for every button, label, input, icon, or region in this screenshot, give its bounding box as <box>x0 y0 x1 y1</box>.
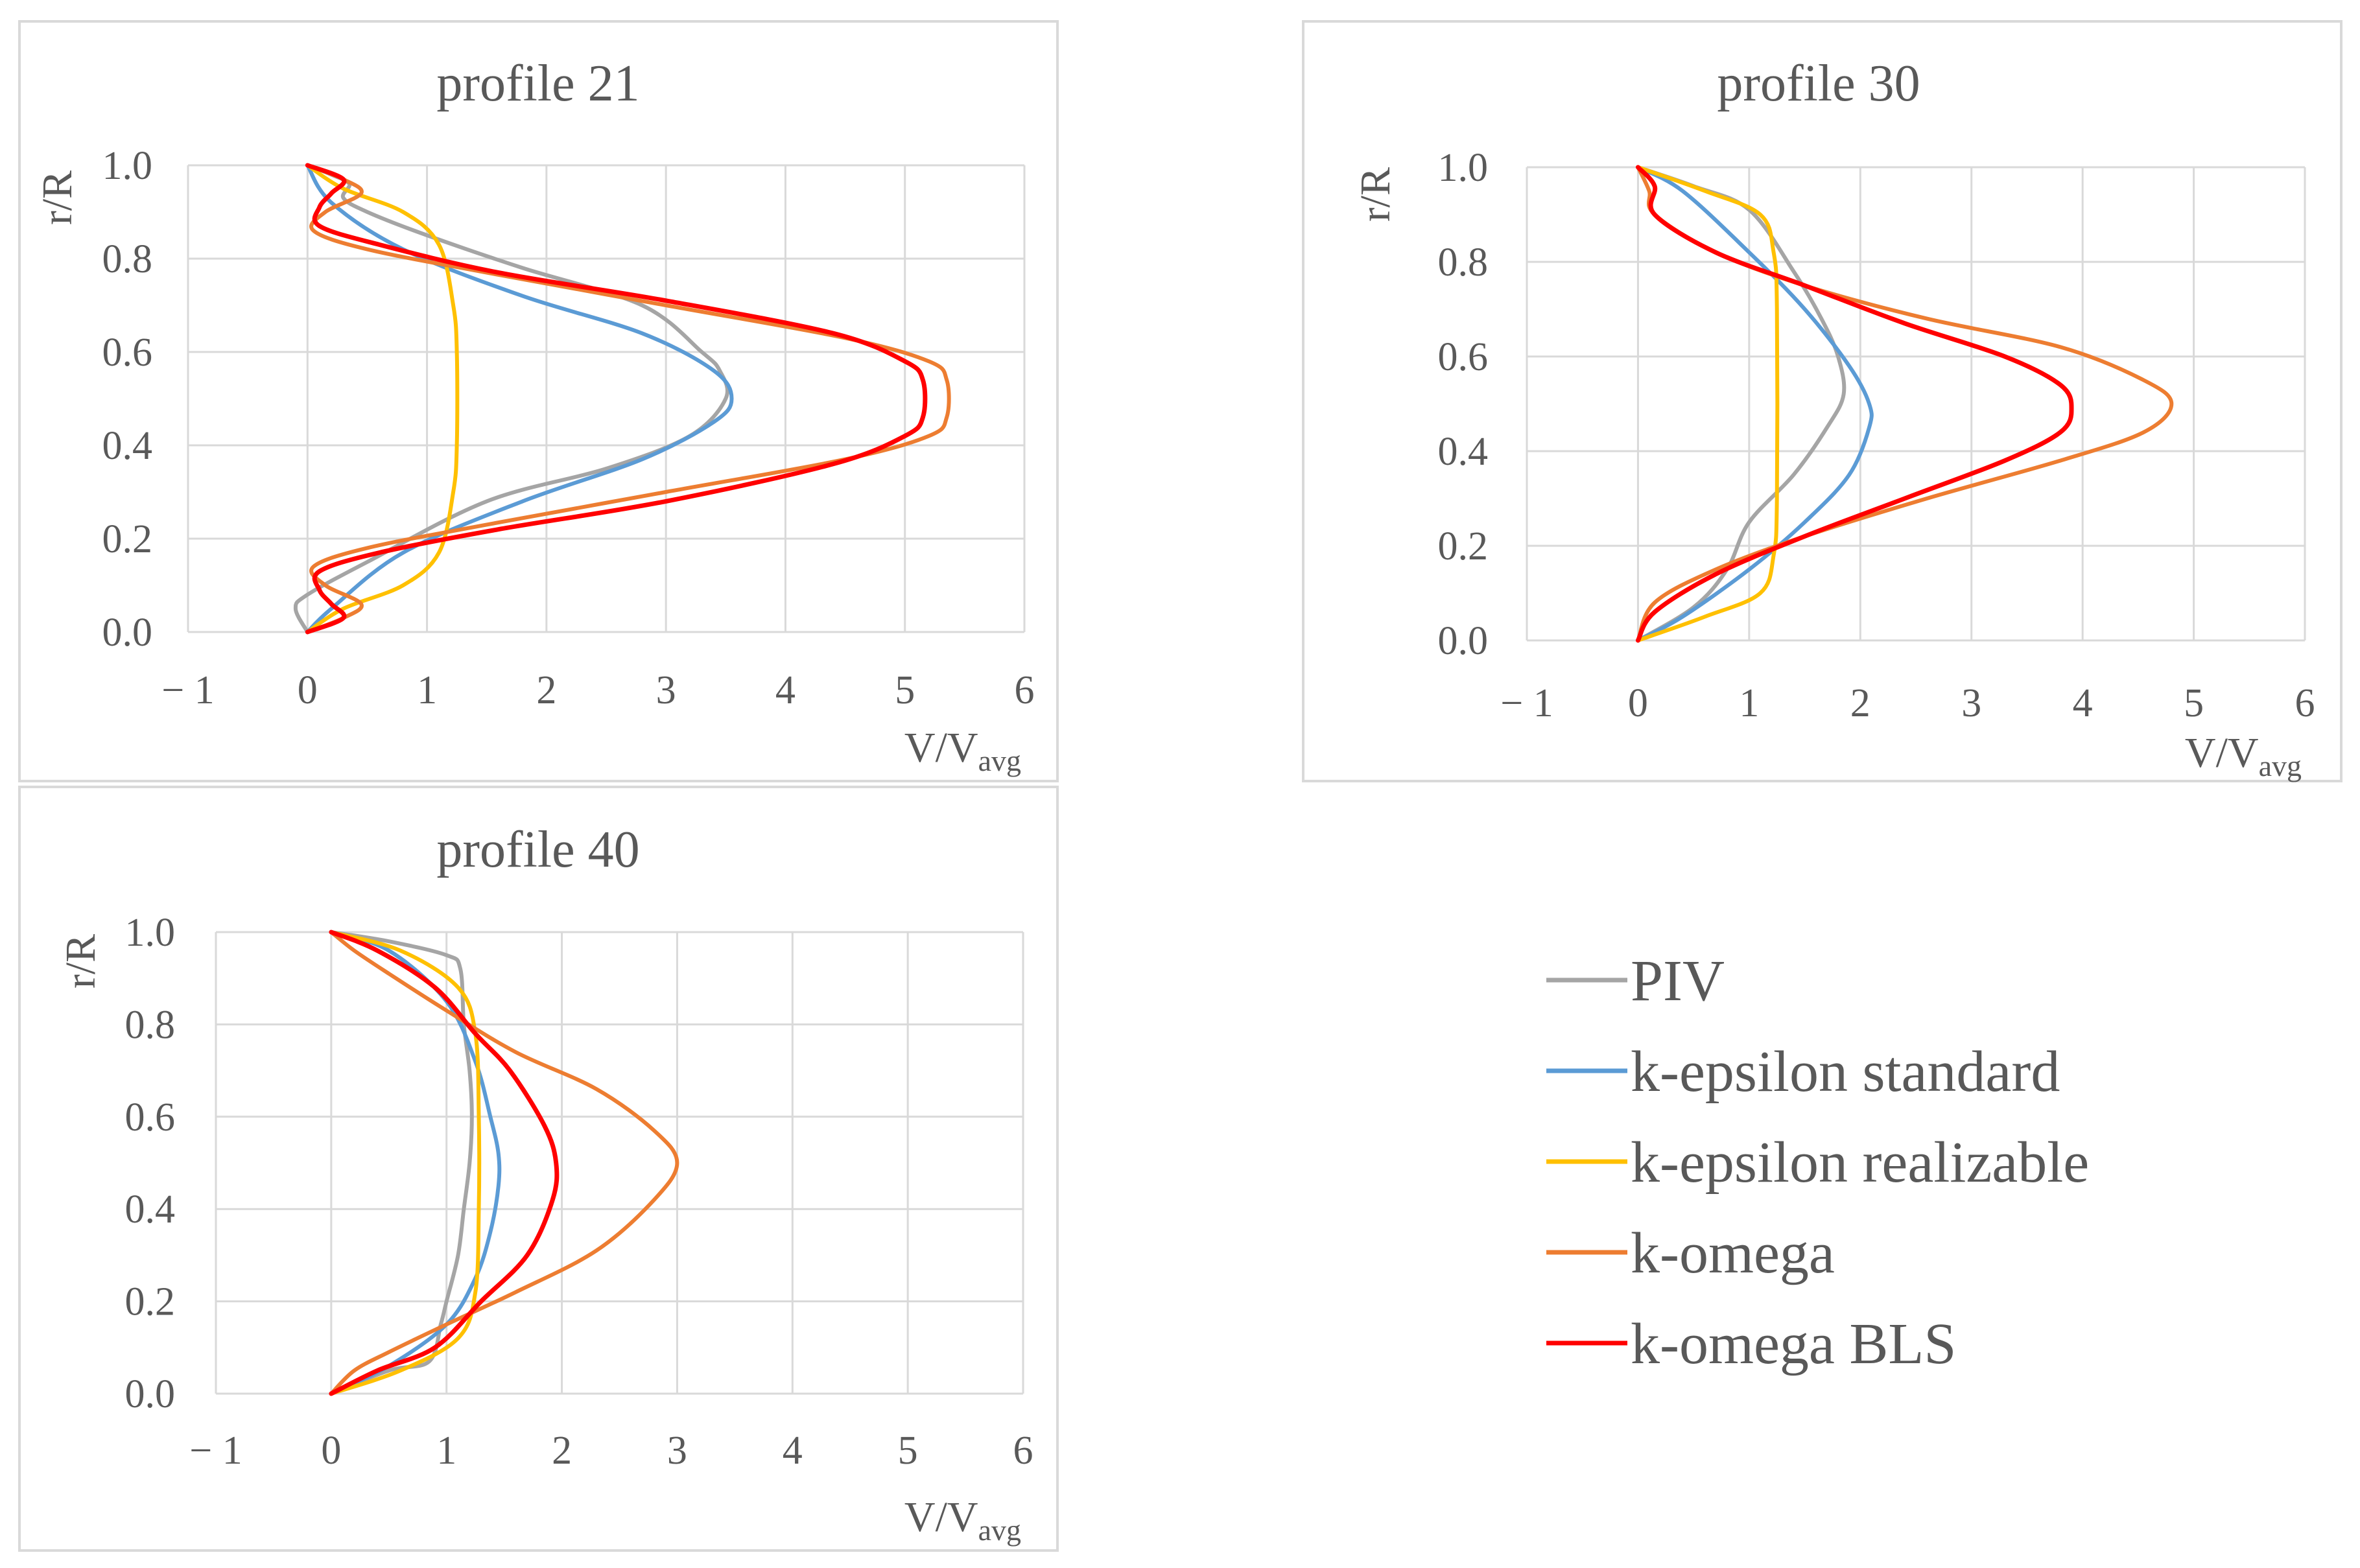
y-tick-label: 0.0 <box>1438 619 1489 663</box>
x-tick-label: 4 <box>775 668 796 712</box>
legend-item-k-epsilon-standard: k-epsilon standard <box>1546 1040 2060 1104</box>
series-line-k-omega-bls <box>305 163 928 635</box>
series-line-k-epsilon-standard <box>1636 165 1874 642</box>
x-tick-label: 6 <box>2295 681 2315 725</box>
y-tick-label: 0.4 <box>102 424 153 468</box>
y-tick-label: 0.8 <box>125 1003 176 1047</box>
x-tick-label: 2 <box>552 1429 572 1473</box>
x-axis-label-main: V/V <box>904 1493 978 1541</box>
plot-area <box>1527 167 2305 640</box>
x-tick-label: 4 <box>2073 681 2093 725</box>
x-axis-label: V/Vavg <box>904 724 1021 777</box>
x-tick-label: 0 <box>1628 681 1648 725</box>
x-tick-label: 5 <box>895 668 915 712</box>
chart-profile-40: − 1 0 1 2 3 4 5 6 0.0 0.2 0.4 0.6 0.8 1.0 profile 40 r/… <box>57 821 1033 1547</box>
legend-item-k-omega-bls: k-omega BLS <box>1546 1312 1956 1376</box>
x-tick-label: 6 <box>1013 1429 1033 1473</box>
x-tick-label: 1 <box>417 668 437 712</box>
y-tick-label: 1.0 <box>125 911 176 955</box>
x-tick-label: 1 <box>1739 681 1759 725</box>
x-tick-label: 5 <box>898 1429 918 1473</box>
legend-item-piv: PIV <box>1546 949 1725 1013</box>
x-tick-label: 5 <box>2184 681 2204 725</box>
y-axis-label: r/R <box>57 934 104 989</box>
legend-item-k-epsilon-realizable: k-epsilon realizable <box>1546 1130 2089 1195</box>
y-tick-label: 0.8 <box>1438 240 1489 285</box>
x-axis-label-main: V/V <box>2185 729 2259 777</box>
chart-title: profile 30 <box>1717 55 1920 112</box>
series-line-piv <box>293 163 729 634</box>
x-tick-label: 3 <box>656 668 676 712</box>
x-tick-label: 4 <box>783 1429 803 1473</box>
series-line-k-omega <box>329 930 679 1396</box>
x-tick-label: 6 <box>1015 668 1035 712</box>
y-tick-label: 0.0 <box>102 611 153 655</box>
chart-title: profile 21 <box>436 55 639 112</box>
y-tick-label: 0.2 <box>102 517 153 561</box>
x-tick-label: 2 <box>536 668 556 712</box>
y-axis-label: r/R <box>34 170 81 225</box>
legend-label-k-omega-bls: k-omega BLS <box>1631 1312 1956 1376</box>
y-tick-label: 0.4 <box>1438 430 1489 474</box>
x-axis-label-sub: avg <box>2259 749 2302 782</box>
y-tick-label: 0.6 <box>102 331 153 375</box>
x-tick-label: − 1 <box>189 1429 242 1473</box>
x-tick-label: 3 <box>667 1429 687 1473</box>
y-axis-label: r/R <box>1352 167 1399 222</box>
x-tick-label: 0 <box>321 1429 341 1473</box>
y-tick-label: 1.0 <box>1438 146 1489 190</box>
legend-item-k-omega: k-omega <box>1546 1221 1835 1285</box>
x-tick-label: 3 <box>1961 681 1981 725</box>
x-tick-label: 1 <box>436 1429 456 1473</box>
x-axis-label-main: V/V <box>904 724 978 771</box>
y-tick-label: 0.2 <box>125 1280 176 1324</box>
legend-label-k-epsilon-realizable: k-epsilon realizable <box>1631 1130 2089 1195</box>
series-line-k-omega-bls <box>1635 165 2074 643</box>
y-tick-label: 0.2 <box>1438 524 1489 568</box>
legend-label-k-epsilon-standard: k-epsilon standard <box>1631 1040 2060 1104</box>
x-axis-label: V/Vavg <box>904 1493 1021 1547</box>
y-tick-label: 0.4 <box>125 1188 176 1232</box>
x-tick-label: − 1 <box>1500 681 1553 725</box>
y-tick-label: 0.8 <box>102 237 153 281</box>
series-line-k-epsilon-realizable <box>329 930 482 1396</box>
y-tick-label: 0.6 <box>125 1095 176 1140</box>
plot-area <box>216 932 1023 1394</box>
legend-label-piv: PIV <box>1631 949 1725 1013</box>
x-axis-label: V/Vavg <box>2185 729 2302 782</box>
x-tick-label: 0 <box>298 668 318 712</box>
chart-profile-30: − 1 0 1 2 3 4 5 6 0.0 0.2 0.4 0.6 0.8 1.0 profile 30 r/… <box>1352 55 2315 782</box>
x-axis-label-sub: avg <box>978 744 1021 777</box>
chart-profile-21: − 1 0 1 2 3 4 5 6 0.0 0.2 0.4 0.6 0.8 1.0 profile 21 r/… <box>34 55 1035 777</box>
plot-area <box>188 165 1024 632</box>
x-tick-label: 2 <box>1850 681 1870 725</box>
chart-title: profile 40 <box>436 821 639 878</box>
series-line-k-epsilon-realizable <box>305 163 460 634</box>
x-axis-label-sub: avg <box>978 1514 1021 1547</box>
x-tick-label: − 1 <box>161 668 214 712</box>
y-tick-label: 0.6 <box>1438 335 1489 379</box>
legend-label-k-omega: k-omega <box>1631 1221 1835 1285</box>
y-tick-label: 0.0 <box>125 1372 176 1416</box>
series-line-k-epsilon-realizable <box>1636 165 1780 642</box>
legend: PIV k-epsilon standard k-epsilon realiza… <box>1546 949 2089 1376</box>
y-tick-label: 1.0 <box>102 144 153 188</box>
series-line-k-omega <box>305 163 951 634</box>
series-line-k-omega-bls <box>329 930 560 1396</box>
